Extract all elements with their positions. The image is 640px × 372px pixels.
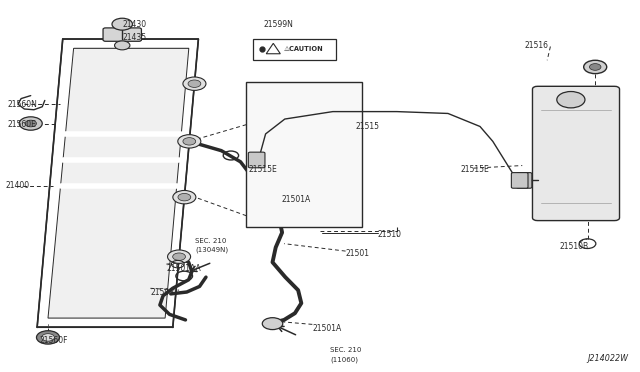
Circle shape: [19, 117, 42, 130]
FancyBboxPatch shape: [248, 152, 265, 168]
Circle shape: [178, 135, 201, 148]
Text: SEC. 210: SEC. 210: [195, 238, 227, 244]
Circle shape: [173, 190, 196, 204]
Text: J214022W: J214022W: [588, 354, 628, 363]
Polygon shape: [48, 48, 189, 318]
Circle shape: [262, 318, 283, 330]
Circle shape: [178, 193, 191, 201]
Text: 21510: 21510: [378, 230, 402, 239]
Circle shape: [589, 64, 601, 70]
Text: 21510B: 21510B: [560, 242, 589, 251]
Text: SEC. 210: SEC. 210: [330, 347, 362, 353]
FancyBboxPatch shape: [516, 173, 532, 188]
Circle shape: [188, 80, 201, 87]
Circle shape: [36, 331, 60, 344]
Text: 21560N: 21560N: [8, 100, 38, 109]
Circle shape: [25, 120, 36, 127]
Text: 21400: 21400: [5, 182, 29, 190]
Text: 21501AA: 21501AA: [166, 264, 201, 273]
Text: ⚠CAUTION: ⚠CAUTION: [284, 46, 323, 52]
Text: 21515E: 21515E: [248, 165, 277, 174]
FancyBboxPatch shape: [532, 86, 620, 221]
FancyBboxPatch shape: [103, 28, 141, 41]
Circle shape: [183, 77, 206, 90]
Text: (11060): (11060): [330, 356, 358, 363]
Circle shape: [115, 41, 130, 50]
Circle shape: [183, 138, 196, 145]
Text: 21435: 21435: [123, 33, 147, 42]
FancyBboxPatch shape: [511, 173, 528, 188]
Circle shape: [173, 253, 186, 260]
Text: 21515: 21515: [355, 122, 380, 131]
Text: 21515E: 21515E: [461, 165, 490, 174]
Bar: [246, 82, 362, 227]
Text: 21560F: 21560F: [40, 336, 68, 345]
Text: 21501A: 21501A: [312, 324, 342, 333]
Circle shape: [42, 334, 54, 341]
Text: 21503: 21503: [150, 288, 175, 296]
Circle shape: [557, 92, 585, 108]
Text: 21501A: 21501A: [282, 195, 311, 203]
Circle shape: [112, 18, 132, 30]
Text: 21501: 21501: [346, 249, 370, 258]
Text: 21560E: 21560E: [8, 120, 36, 129]
Bar: [253, 39, 336, 60]
Text: 21430: 21430: [123, 20, 147, 29]
Circle shape: [584, 60, 607, 74]
Text: 21516: 21516: [525, 41, 548, 50]
Circle shape: [168, 250, 191, 263]
Circle shape: [248, 185, 268, 196]
Text: (13049N): (13049N): [195, 247, 228, 253]
Text: 21599N: 21599N: [264, 20, 294, 29]
